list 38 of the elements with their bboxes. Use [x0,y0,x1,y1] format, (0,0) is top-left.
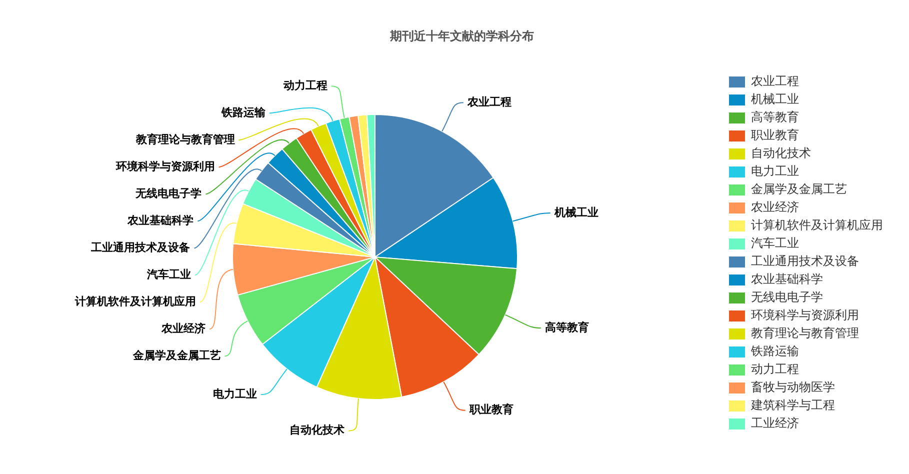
slice-label: 电力工业 [212,387,257,400]
slice-label: 自动化技术 [290,424,345,437]
slice-label: 铁路运输 [220,106,266,119]
legend-label: 农业经济 [751,200,799,214]
slice-label: 农业经济 [160,322,206,335]
legend-label: 工业通用技术及设备 [751,254,859,268]
slice-label: 农业工程 [466,95,512,108]
legend-label: 无线电电子学 [751,290,823,304]
legend-label: 动力工程 [751,362,799,376]
slice-label: 高等教育 [544,320,589,334]
legend-label: 铁路运输 [750,344,799,358]
legend-label: 建筑科学与工程 [750,398,835,412]
slice-label: 无线电电子学 [134,186,202,200]
slice-label: 教育理论与教育管理 [134,132,235,146]
legend-label: 计算机软件及计算机应用 [751,218,883,232]
slice-label: 金属学及金属工艺 [132,348,221,362]
chart-title: 期刊近十年文献的学科分布 [389,29,534,44]
slice-label: 汽车工业 [146,268,191,281]
legend-label: 职业教育 [751,128,799,142]
slice-label: 动力工程 [282,78,328,92]
legend-label: 农业工程 [751,74,799,88]
slice-label: 农业基础科学 [126,214,194,227]
slice-label: 环境科学与资源利用 [114,160,215,173]
legend-label: 环境科学与资源利用 [751,308,859,322]
legend-label: 农业基础科学 [751,272,823,286]
slice-label: 计算机软件及计算机应用 [74,294,196,308]
legend-label: 汽车工业 [751,236,799,250]
legend-label: 自动化技术 [751,146,811,160]
legend-label: 教育理论与教育管理 [751,326,859,340]
legend-label: 金属学及金属工艺 [751,182,847,196]
slice-label: 工业通用技术及设备 [90,240,190,254]
slice-label: 职业教育 [468,403,514,416]
slice-label: 机械工业 [553,206,598,219]
legend-label: 高等教育 [751,110,799,124]
legend-label: 畜牧与动物医学 [751,380,835,394]
legend-label: 机械工业 [751,92,799,106]
legend-label: 电力工业 [751,164,799,178]
legend-label: 工业经济 [751,416,799,430]
